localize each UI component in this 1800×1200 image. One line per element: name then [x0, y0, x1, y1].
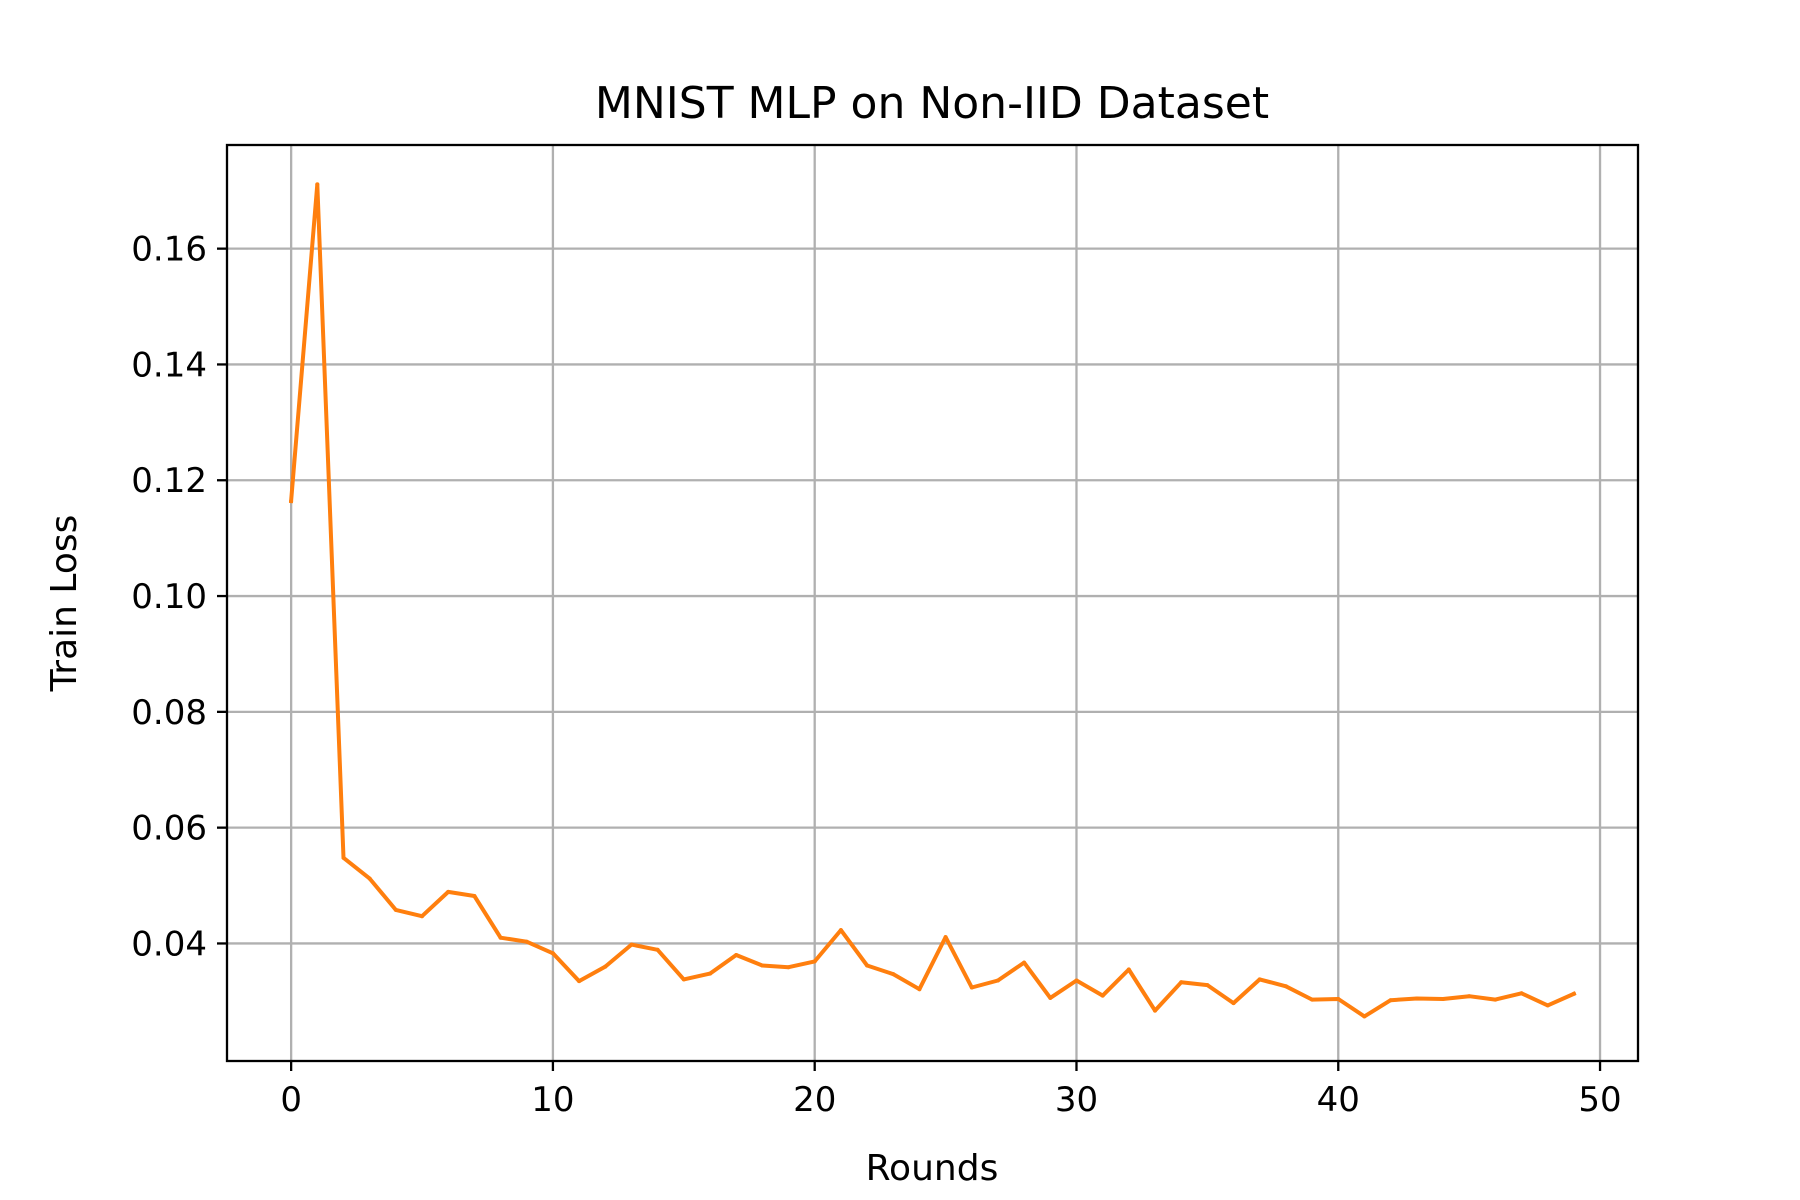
x-tick-label: 50	[1578, 1080, 1621, 1120]
data-point	[1414, 996, 1419, 1001]
data-point	[917, 987, 922, 992]
data-point	[629, 942, 634, 947]
data-point	[289, 499, 294, 504]
data-point	[891, 972, 896, 977]
data-point	[315, 182, 320, 187]
x-tick-label: 40	[1317, 1080, 1360, 1120]
data-point	[1441, 997, 1445, 1001]
data-point	[1388, 998, 1393, 1003]
data-point	[1257, 977, 1262, 982]
data-point	[1519, 991, 1524, 996]
data-point	[472, 894, 477, 898]
data-point	[708, 971, 712, 976]
x-tick-label: 0	[280, 1080, 302, 1120]
data-point	[550, 951, 555, 956]
x-tick-label: 30	[1055, 1080, 1098, 1120]
plot-frame	[225, 143, 1640, 1063]
y-tick-label: 0.08	[131, 693, 207, 733]
data-point	[1126, 967, 1131, 972]
data-point	[1283, 984, 1288, 989]
data-point	[1179, 980, 1184, 985]
y-tick-label: 0.12	[131, 461, 207, 501]
data-point	[838, 928, 843, 933]
axis-ticks: 0 10 20 30 40 50 0.04 0.06 0.08 0.10 0.12 0.14 0.16	[131, 230, 1621, 1120]
chart-title: MNIST MLP on Non-IID Dataset	[595, 78, 1269, 129]
data-point	[943, 935, 948, 940]
data-point	[1231, 1001, 1236, 1006]
data-point	[393, 907, 398, 912]
data-point	[1467, 994, 1472, 999]
data-point	[1153, 1008, 1157, 1013]
data-point	[420, 914, 424, 919]
data-point	[1074, 978, 1079, 983]
data-point	[760, 963, 765, 968]
data-point	[1336, 997, 1341, 1001]
data-point	[603, 964, 608, 969]
data-point	[498, 935, 503, 940]
data-point	[812, 959, 817, 964]
data-point	[446, 889, 451, 894]
data-point	[1310, 997, 1315, 1002]
x-axis-label: Rounds	[866, 1148, 999, 1189]
data-point	[367, 876, 372, 881]
data-point	[1205, 983, 1210, 988]
y-tick-label: 0.06	[131, 809, 207, 849]
data-point	[969, 985, 974, 990]
x-tick-label: 20	[793, 1080, 836, 1120]
data-point	[865, 963, 870, 968]
data-point	[524, 939, 529, 944]
train-loss-series-line	[288, 182, 1577, 1019]
data-point	[655, 947, 660, 952]
data-point	[1048, 995, 1053, 1000]
data-point	[577, 979, 582, 984]
y-tick-label: 0.10	[131, 577, 207, 617]
data-point	[1545, 1003, 1550, 1008]
series-layer	[288, 182, 1577, 1019]
data-point	[734, 953, 739, 957]
y-axis-label: Train Loss	[44, 515, 85, 693]
data-point	[681, 977, 686, 982]
data-point	[1571, 991, 1576, 996]
data-point	[1100, 993, 1105, 998]
data-point	[995, 978, 1000, 983]
data-point	[1493, 997, 1498, 1002]
data-point	[1362, 1014, 1367, 1019]
y-tick-label: 0.14	[131, 345, 207, 385]
y-tick-label: 0.04	[131, 924, 207, 964]
x-tick-label: 10	[531, 1080, 574, 1120]
grid	[227, 145, 1638, 1061]
data-point	[786, 965, 791, 970]
data-point	[1022, 960, 1027, 965]
data-point	[341, 855, 346, 860]
y-tick-label: 0.16	[131, 230, 207, 270]
